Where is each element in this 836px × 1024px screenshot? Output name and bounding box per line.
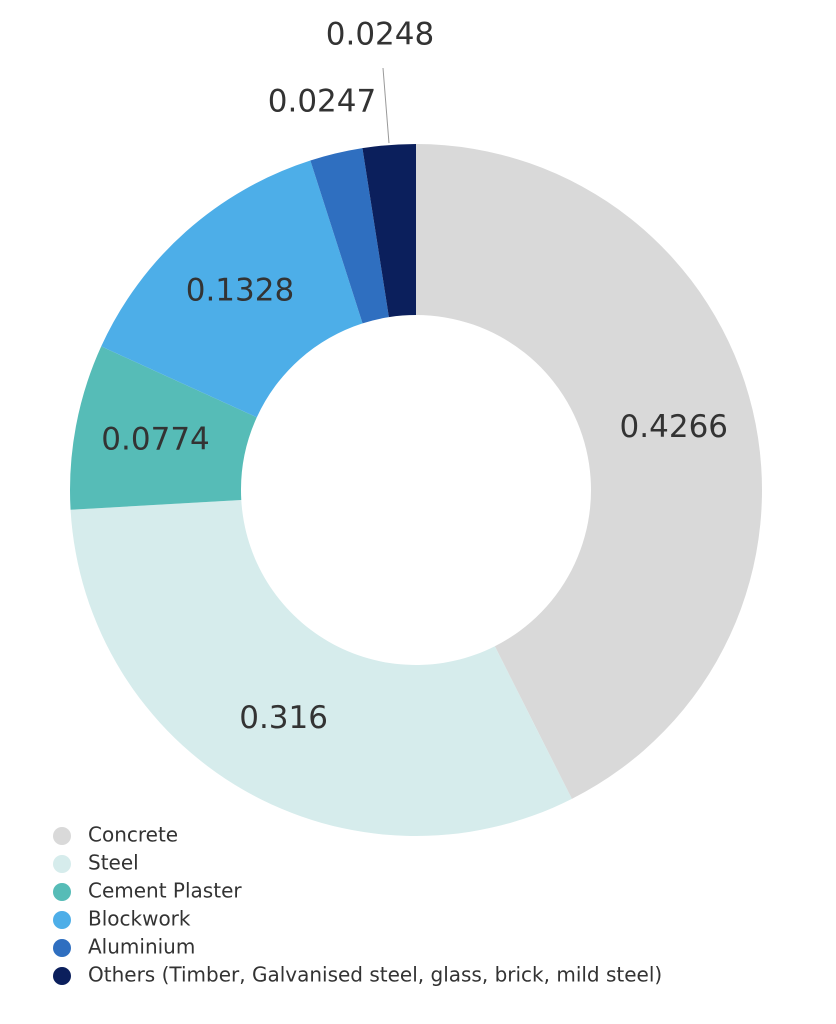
leader-line <box>382 67 390 144</box>
legend-label: Steel <box>88 851 139 875</box>
legend-marker <box>53 883 71 901</box>
donut-slice <box>416 144 762 799</box>
legend-label: Concrete <box>88 823 178 847</box>
legend-marker <box>53 939 71 957</box>
data-label: 0.0774 <box>101 422 209 458</box>
donut-slice <box>70 346 257 510</box>
data-label: 0.1328 <box>186 272 294 308</box>
data-label: 0.316 <box>239 700 328 736</box>
legend-label: Cement Plaster <box>88 879 242 903</box>
donut-slice <box>362 144 416 318</box>
data-label: 0.0248 <box>326 17 434 53</box>
legend-marker <box>53 911 71 929</box>
donut-slice <box>101 160 363 418</box>
legend-marker <box>53 967 71 985</box>
legend-label: Aluminium <box>88 935 195 959</box>
donut-slice <box>310 148 389 324</box>
legend-label: Others (Timber, Galvanised steel, glass,… <box>88 963 662 987</box>
data-label: 0.0247 <box>268 84 376 120</box>
donut-slice <box>70 500 572 836</box>
legend-label: Blockwork <box>88 907 191 931</box>
legend-marker <box>53 827 71 845</box>
legend-marker <box>53 855 71 873</box>
data-label: 0.4266 <box>620 409 728 445</box>
